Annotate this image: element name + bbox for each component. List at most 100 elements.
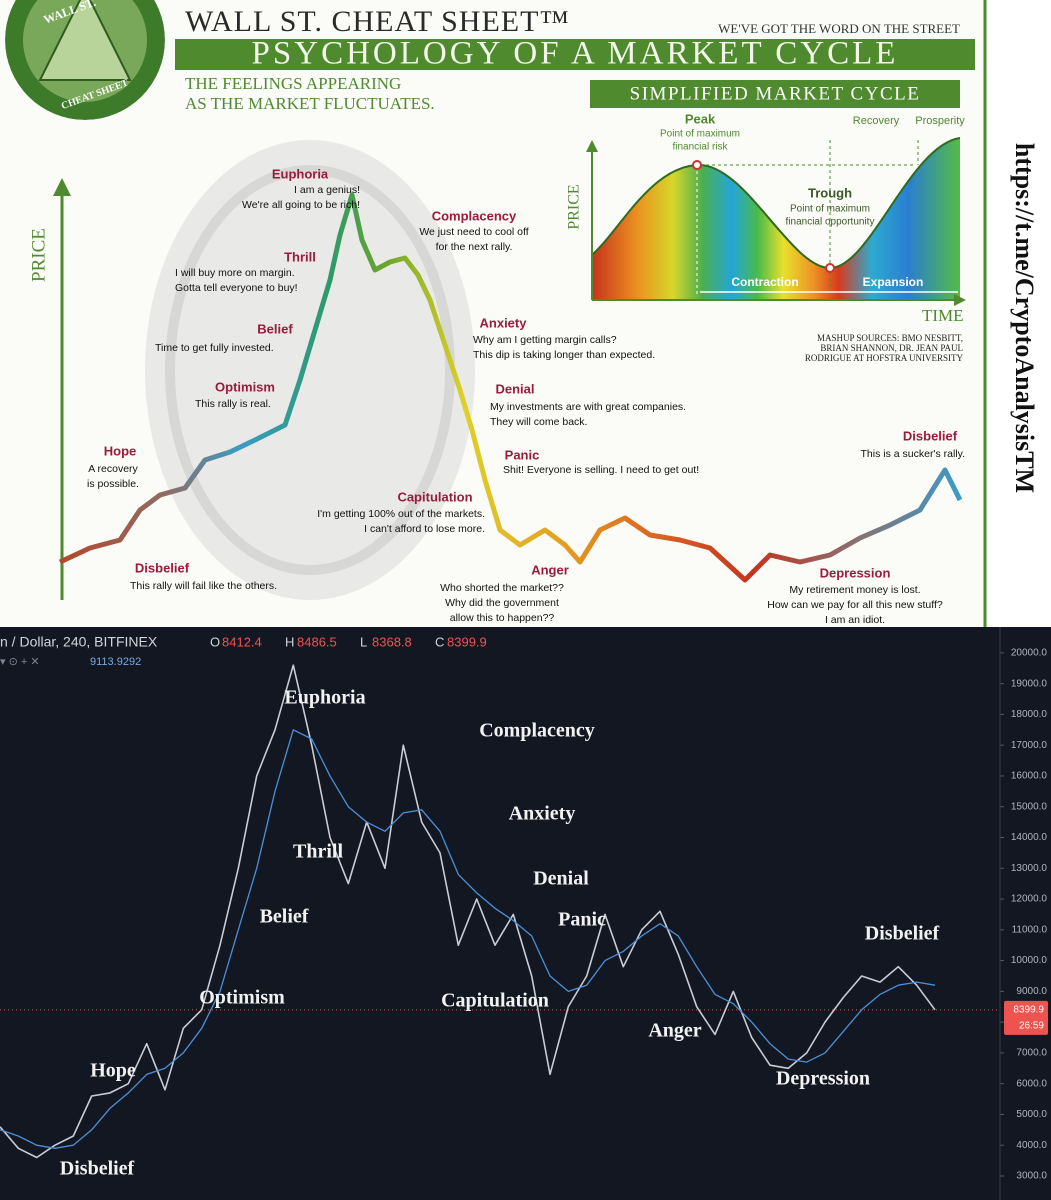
inset-sources: BRIAN SHANNON, DR. JEAN PAUL bbox=[820, 343, 963, 353]
y-tick-label: 9000.0 bbox=[1016, 986, 1047, 997]
stage-quote: My retirement money is lost. bbox=[789, 584, 920, 596]
annotation: Euphoria bbox=[284, 687, 365, 709]
header-title: WALL ST. CHEAT SHEET™ bbox=[185, 5, 570, 38]
stage-quote: They will come back. bbox=[490, 416, 587, 428]
inset-trough: Trough bbox=[808, 185, 852, 200]
chart-panel bbox=[0, 627, 1051, 1200]
stage-label: Complacency bbox=[432, 208, 517, 223]
stage-label: Belief bbox=[257, 321, 293, 336]
stage-quote: We just need to cool off bbox=[419, 226, 528, 238]
stage-label: Disbelief bbox=[135, 560, 190, 575]
ohlc-label: C bbox=[435, 634, 444, 649]
y-tick-label: 13000.0 bbox=[1011, 863, 1048, 874]
stage-label: Thrill bbox=[284, 249, 316, 264]
y-tick-label: 19000.0 bbox=[1011, 678, 1048, 689]
header-tagline: WE'VE GOT THE WORD ON THE STREET bbox=[718, 21, 960, 36]
y-tick-label: 18000.0 bbox=[1011, 709, 1048, 720]
ohlc-value: 8399.9 bbox=[447, 634, 487, 649]
y-tick-label: 14000.0 bbox=[1011, 832, 1048, 843]
stage-label: Denial bbox=[495, 381, 534, 396]
stage-quote: Who shorted the market?? bbox=[440, 582, 564, 594]
annotation: Hope bbox=[90, 1060, 136, 1082]
stage-label: Panic bbox=[505, 447, 540, 462]
stage-quote: A recovery bbox=[88, 463, 138, 475]
stage-quote: How can we pay for all this new stuff? bbox=[767, 599, 943, 611]
inset-prosperity: Prosperity bbox=[915, 115, 965, 127]
stage-label: Euphoria bbox=[272, 166, 329, 181]
y-tick-label: 15000.0 bbox=[1011, 801, 1048, 812]
stage-quote: This is a sucker's rally. bbox=[861, 448, 966, 460]
inset-x-label: TIME bbox=[922, 306, 964, 325]
stage-quote: Shit! Everyone is selling. I need to get… bbox=[503, 464, 699, 476]
ohlc-value: 8486.5 bbox=[297, 634, 337, 649]
inset-recovery: Recovery bbox=[853, 115, 900, 127]
annotation: Anxiety bbox=[509, 803, 576, 825]
ohlc-label: L bbox=[360, 634, 367, 649]
annotation: Denial bbox=[533, 868, 589, 890]
stage-label: Disbelief bbox=[903, 428, 958, 443]
inset-peak: Peak bbox=[685, 111, 716, 126]
link-strip bbox=[988, 0, 1051, 627]
annotation: Thrill bbox=[293, 841, 343, 863]
stage-label: Anger bbox=[531, 562, 569, 577]
stage-quote: I will buy more on margin. bbox=[175, 267, 295, 279]
annotation: Complacency bbox=[479, 720, 595, 742]
last-price: 8399.9 bbox=[1013, 1004, 1044, 1015]
y-tick-label: 6000.0 bbox=[1016, 1078, 1047, 1089]
chart-symbol: n / Dollar, 240, BITFINEX bbox=[0, 634, 158, 650]
inset-wave bbox=[592, 138, 960, 300]
indicator-value: 9113.9292 bbox=[90, 656, 141, 668]
annotation: Depression bbox=[776, 1068, 870, 1090]
stage-label: Optimism bbox=[215, 379, 275, 394]
stage-label: Anxiety bbox=[480, 315, 528, 330]
inset-expansion: Expansion bbox=[863, 275, 924, 289]
annotation: Belief bbox=[260, 906, 309, 928]
stage-label: Hope bbox=[104, 443, 137, 458]
inset-peak-note: Point of maximum bbox=[660, 129, 740, 140]
last-price-tag bbox=[1004, 1000, 1048, 1035]
stage-quote: This dip is taking longer than expected. bbox=[473, 349, 655, 361]
header-description: THE FEELINGS APPEARING bbox=[185, 74, 401, 93]
watermark-ring bbox=[165, 165, 455, 575]
ohlc-label: O bbox=[210, 634, 220, 649]
y-tick-label: 20000.0 bbox=[1011, 647, 1048, 658]
inset-sources: RODRIGUE AT HOFSTRA UNIVERSITY bbox=[805, 353, 964, 363]
annotation: Disbelief bbox=[60, 1158, 135, 1180]
inset-curve bbox=[591, 137, 961, 270]
annotation: Optimism bbox=[199, 987, 285, 1009]
header-description: AS THE MARKET FLUCTUATES. bbox=[185, 94, 435, 113]
inset-y-label: PRICE bbox=[566, 184, 583, 229]
cycle-curve bbox=[58, 192, 963, 583]
stage-quote: I'm getting 100% out of the markets. bbox=[317, 508, 485, 520]
header-subtitle: PSYCHOLOGY OF A MARKET CYCLE bbox=[252, 36, 899, 72]
stage-label: Capitulation bbox=[397, 489, 472, 504]
price-axis-label: PRICE bbox=[28, 228, 49, 282]
link[interactable]: https://t.me/CryptoAnalysisTM bbox=[1010, 143, 1039, 493]
y-tick-label: 17000.0 bbox=[1011, 740, 1048, 751]
inset-contraction: Contraction bbox=[731, 275, 798, 289]
annotation: Anger bbox=[648, 1020, 701, 1042]
stage-quote: This rally will fail like the others. bbox=[130, 580, 277, 592]
inset-y-arrow bbox=[586, 140, 598, 152]
stage-quote: is possible. bbox=[87, 478, 139, 490]
stage-quote: Why did the government bbox=[445, 597, 559, 609]
stage-quote: We're all going to be rich! bbox=[242, 199, 360, 211]
watermark bbox=[145, 140, 475, 600]
inset-x-arrow bbox=[954, 294, 966, 306]
inset-trough-note: Point of maximum bbox=[790, 204, 870, 215]
price-line bbox=[0, 664, 936, 1159]
y-tick-label: 12000.0 bbox=[1011, 894, 1048, 905]
stage-quote: This rally is real. bbox=[195, 398, 271, 410]
annotation: Disbelief bbox=[865, 923, 940, 945]
annotation: Panic bbox=[558, 909, 606, 931]
stage-quote: I am a genius! bbox=[294, 184, 360, 196]
inset-sources: MASHUP SOURCES: BMO NESBITT, bbox=[817, 333, 963, 343]
y-tick-label: 11000.0 bbox=[1012, 924, 1048, 935]
stage-quote: allow this to happen?? bbox=[450, 612, 555, 624]
logo bbox=[5, 0, 165, 120]
annotation: Capitulation bbox=[441, 990, 549, 1012]
moving-average-line bbox=[0, 729, 936, 1149]
subtitle-band bbox=[175, 39, 975, 70]
peak-dot bbox=[692, 160, 702, 170]
